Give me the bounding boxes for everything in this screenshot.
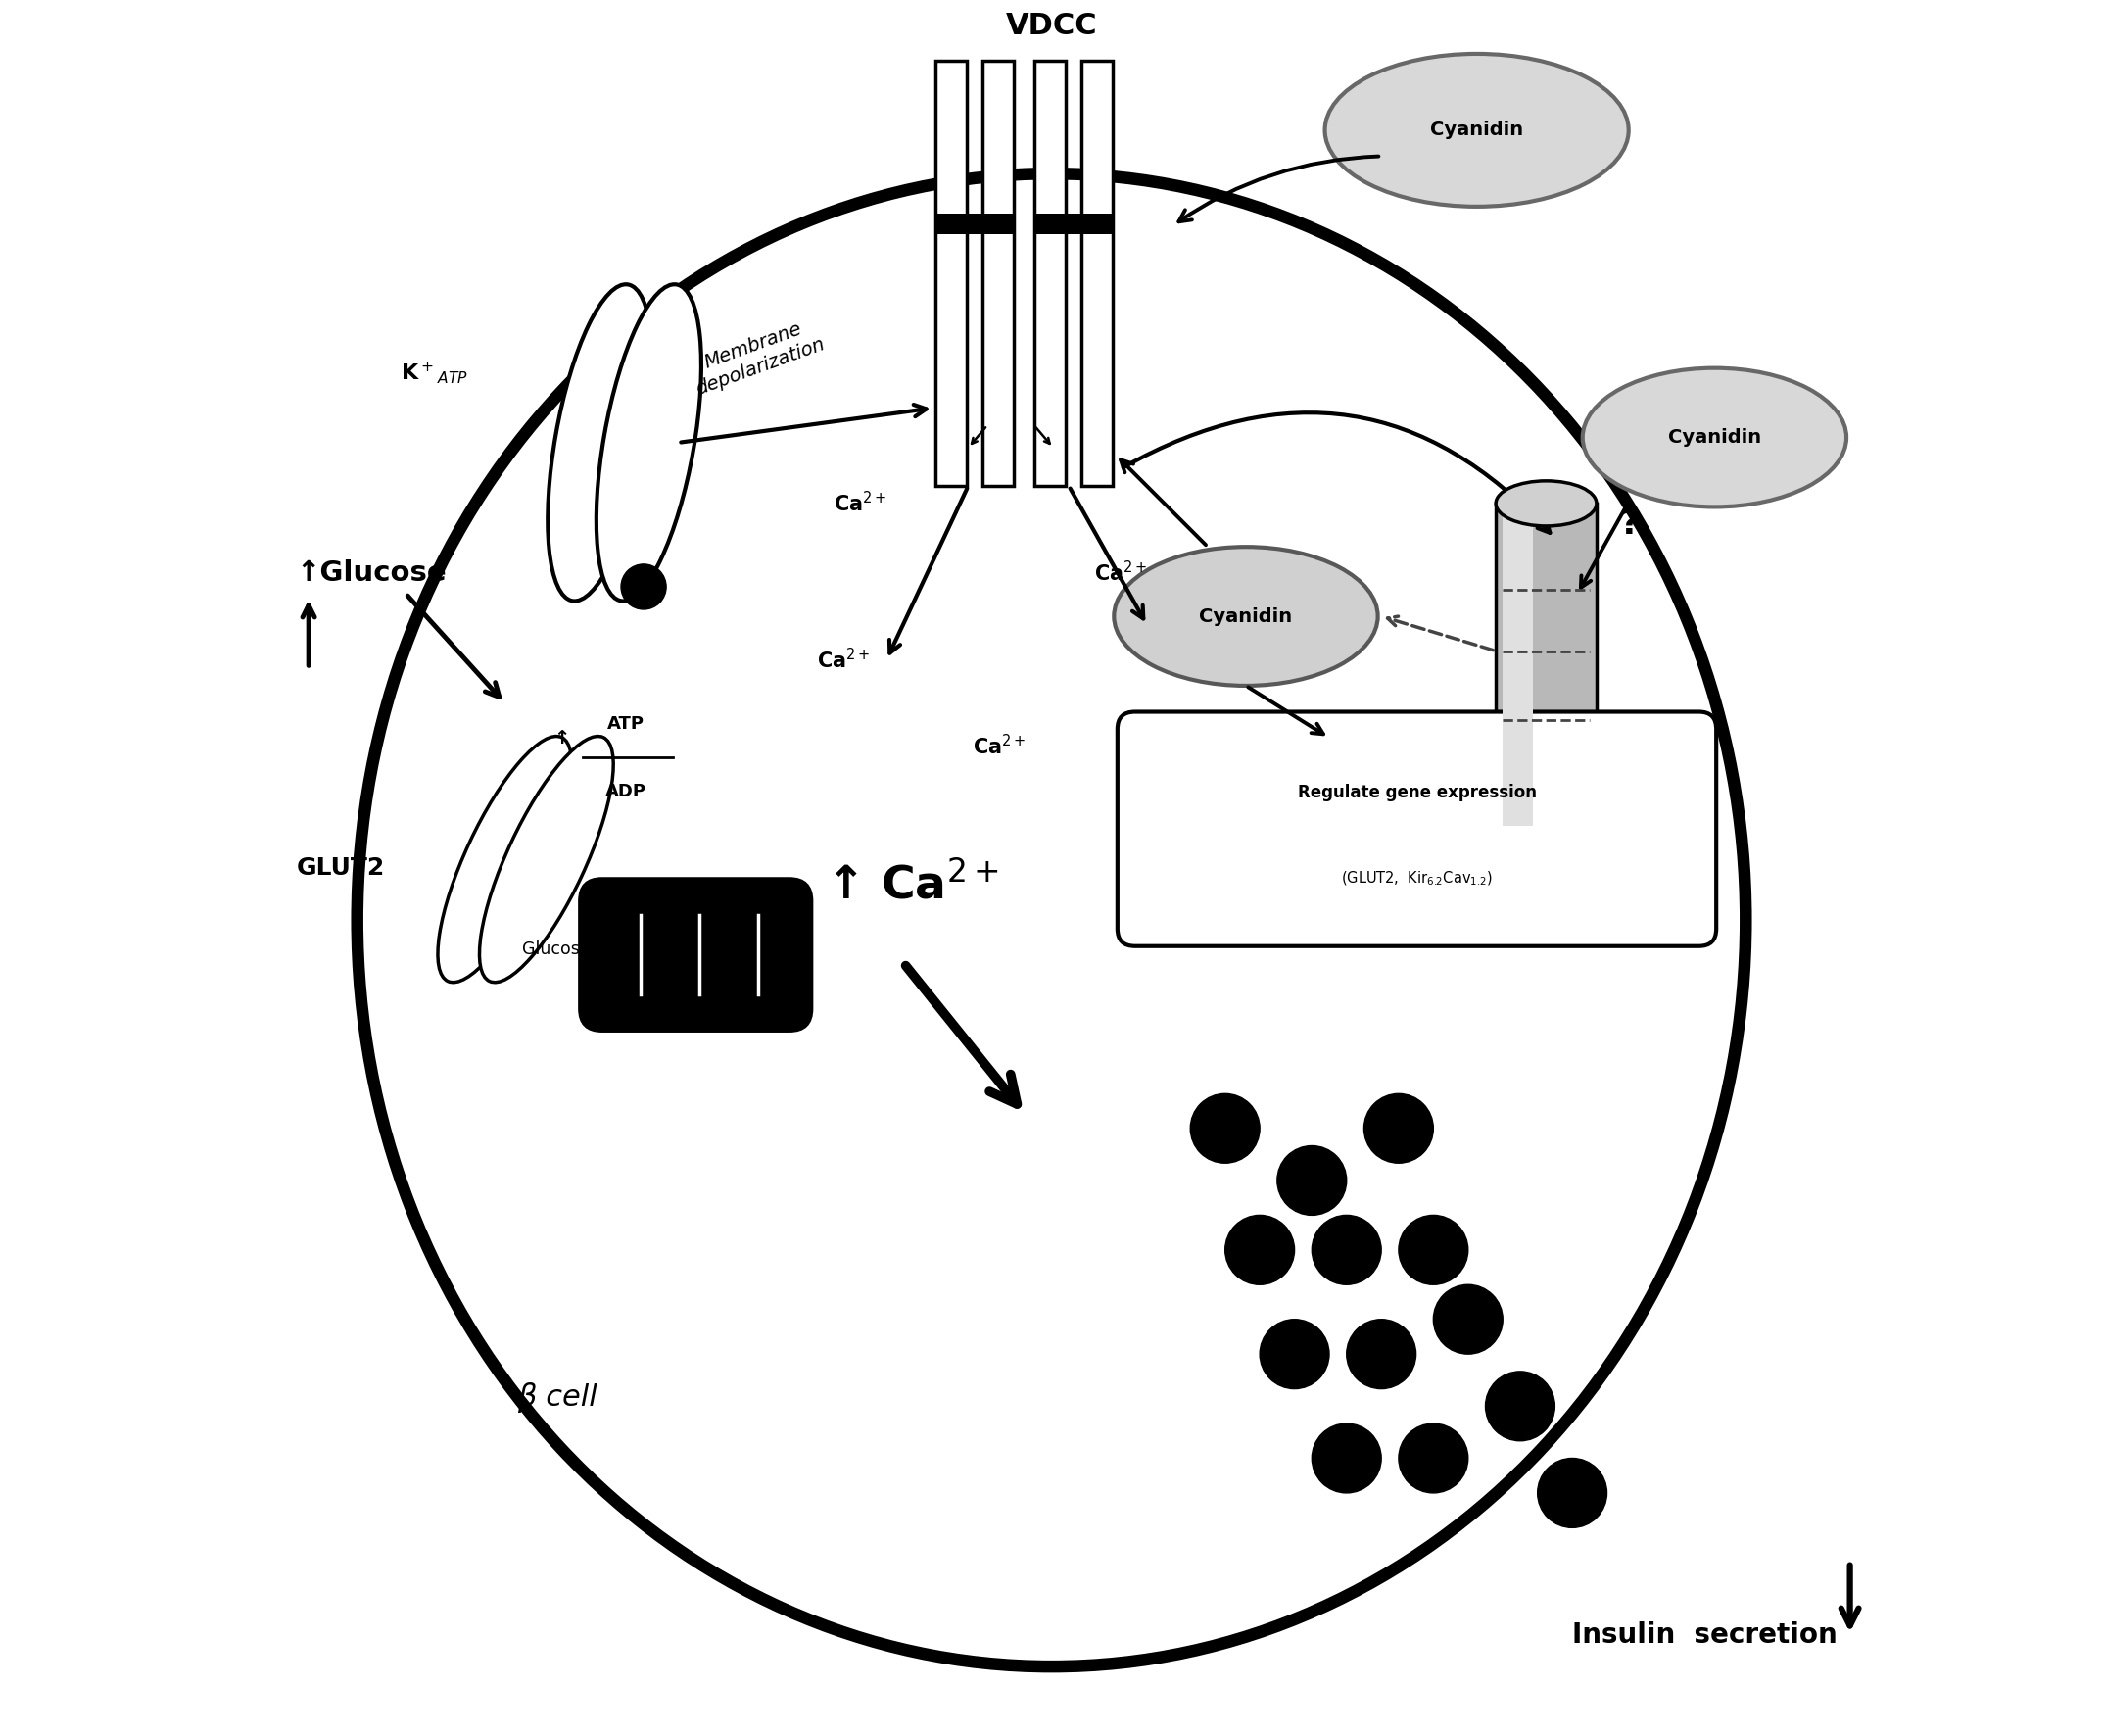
- Text: Cyanidin: Cyanidin: [1430, 122, 1523, 139]
- Circle shape: [1398, 1424, 1468, 1493]
- Text: GLUT2: GLUT2: [297, 856, 385, 880]
- Bar: [1495, 503, 1596, 833]
- Circle shape: [1346, 1319, 1415, 1389]
- Text: Glucose→: Glucose→: [522, 941, 606, 958]
- Text: ATP: ATP: [608, 715, 646, 733]
- Ellipse shape: [1495, 481, 1596, 526]
- Text: ↑: ↑: [553, 729, 570, 746]
- Circle shape: [1226, 1215, 1295, 1285]
- Text: Ca$^{2+}$: Ca$^{2+}$: [974, 734, 1026, 759]
- Bar: [982, 61, 1014, 486]
- Bar: [1081, 61, 1112, 486]
- Text: β cell: β cell: [517, 1382, 597, 1413]
- Circle shape: [1485, 1371, 1554, 1441]
- Text: Regulate gene expression: Regulate gene expression: [1298, 785, 1537, 802]
- Circle shape: [620, 564, 667, 609]
- Text: ↑ Ca$^{2+}$: ↑ Ca$^{2+}$: [826, 863, 999, 908]
- Text: Insulin  secretion: Insulin secretion: [1573, 1621, 1838, 1649]
- Text: Ca$^{2+}$: Ca$^{2+}$: [816, 648, 871, 672]
- Text: Ca$^{2+}$: Ca$^{2+}$: [1094, 561, 1148, 585]
- Ellipse shape: [479, 736, 614, 983]
- Text: Ca$^{2+}$: Ca$^{2+}$: [835, 491, 887, 516]
- Text: ?: ?: [1619, 507, 1640, 542]
- Bar: [936, 214, 1014, 234]
- Ellipse shape: [437, 736, 572, 983]
- Text: Cyanidin: Cyanidin: [1199, 608, 1293, 625]
- Circle shape: [1434, 1285, 1504, 1354]
- Ellipse shape: [1495, 811, 1596, 856]
- FancyBboxPatch shape: [1117, 712, 1716, 946]
- Bar: [1035, 61, 1066, 486]
- Text: Membrane
depolarization: Membrane depolarization: [686, 314, 826, 398]
- Circle shape: [1365, 1094, 1434, 1163]
- Bar: [1035, 214, 1112, 234]
- Circle shape: [1190, 1094, 1260, 1163]
- Ellipse shape: [1325, 54, 1628, 207]
- Circle shape: [1312, 1215, 1382, 1285]
- FancyBboxPatch shape: [580, 878, 812, 1031]
- Text: K$^+$$_{ATP}$: K$^+$$_{ATP}$: [400, 359, 469, 387]
- Ellipse shape: [1115, 547, 1377, 686]
- Circle shape: [1312, 1424, 1382, 1493]
- Text: ADP: ADP: [606, 783, 648, 800]
- Ellipse shape: [1584, 368, 1846, 507]
- Bar: [1504, 510, 1533, 826]
- Text: VDCC: VDCC: [1005, 12, 1098, 40]
- Text: Cyanidin: Cyanidin: [1668, 429, 1760, 446]
- Bar: [936, 61, 967, 486]
- Circle shape: [1277, 1146, 1346, 1215]
- Circle shape: [1398, 1215, 1468, 1285]
- Ellipse shape: [358, 174, 1745, 1667]
- Text: ↑Glucose: ↑Glucose: [297, 559, 448, 587]
- Circle shape: [1537, 1458, 1607, 1528]
- Ellipse shape: [597, 285, 700, 601]
- Ellipse shape: [547, 285, 652, 601]
- Text: (GLUT2,  Kir$_{6.2}$Cav$_{1.2}$): (GLUT2, Kir$_{6.2}$Cav$_{1.2}$): [1342, 870, 1493, 887]
- Circle shape: [1260, 1319, 1329, 1389]
